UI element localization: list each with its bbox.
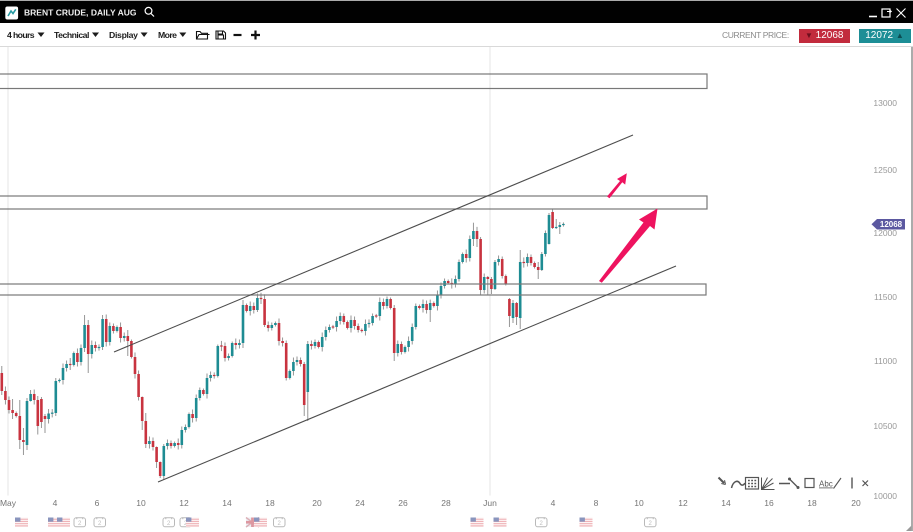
svg-text:13000: 13000 [873, 98, 897, 108]
svg-text:2: 2 [167, 521, 171, 527]
svg-text:4: 4 [53, 498, 58, 508]
svg-text:14: 14 [222, 498, 232, 508]
svg-text:BRENT CRUDE, DAILY AUG: BRENT CRUDE, DAILY AUG [24, 8, 137, 18]
svg-text:20: 20 [851, 498, 861, 508]
svg-text:12000: 12000 [873, 228, 897, 238]
svg-text:2: 2 [649, 521, 653, 527]
svg-text:8: 8 [594, 498, 599, 508]
svg-text:11000: 11000 [874, 356, 897, 366]
svg-text:10500: 10500 [873, 421, 897, 431]
svg-text:14: 14 [721, 498, 731, 508]
svg-text:6: 6 [95, 498, 100, 508]
svg-text:Technical: Technical [54, 30, 89, 40]
svg-text:12: 12 [678, 498, 688, 508]
svg-text:12068: 12068 [880, 220, 903, 229]
svg-text:2: 2 [278, 521, 282, 527]
svg-text:Display: Display [109, 30, 138, 40]
svg-text:12: 12 [179, 498, 189, 508]
svg-text:28: 28 [441, 498, 451, 508]
svg-text:4 hours: 4 hours [7, 30, 35, 40]
svg-text:11500: 11500 [874, 292, 897, 302]
svg-text:24: 24 [355, 498, 365, 508]
svg-text:10: 10 [136, 498, 146, 508]
svg-text:18: 18 [807, 498, 817, 508]
svg-text:18: 18 [265, 498, 275, 508]
svg-text:More: More [158, 30, 177, 40]
svg-text:2: 2 [540, 521, 544, 527]
svg-text:4: 4 [551, 498, 556, 508]
svg-text:Abc: Abc [819, 480, 833, 489]
svg-text:16: 16 [764, 498, 774, 508]
svg-text:10: 10 [634, 498, 644, 508]
svg-text:20: 20 [312, 498, 322, 508]
svg-text:CURRENT PRICE:: CURRENT PRICE: [722, 30, 790, 40]
svg-text:2: 2 [98, 521, 102, 527]
svg-text:12500: 12500 [873, 165, 897, 175]
svg-text:2: 2 [78, 521, 82, 527]
svg-text:Jun: Jun [483, 498, 497, 508]
svg-text:10000: 10000 [873, 491, 897, 501]
svg-text:26: 26 [398, 498, 408, 508]
svg-text:May: May [0, 498, 17, 508]
